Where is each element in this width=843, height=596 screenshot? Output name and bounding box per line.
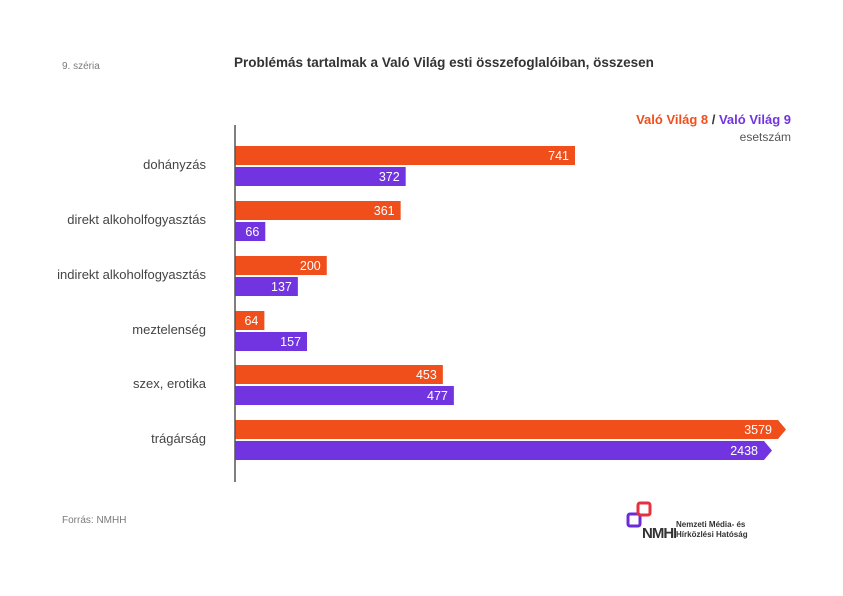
bar-value-label: 64	[244, 314, 258, 328]
legend-unit: esetszám	[739, 130, 791, 144]
category-label: dohányzás	[143, 157, 206, 172]
legend: Való Világ 8 / Való Világ 9 esetszám	[636, 112, 791, 144]
nmhh-logo: NMHH	[626, 501, 676, 540]
bar-value-label: 372	[379, 170, 400, 184]
bar	[235, 222, 266, 241]
bar-value-label: 741	[548, 149, 569, 163]
category-label: meztelenség	[132, 322, 206, 337]
series-label: 9. széria	[62, 61, 100, 72]
bar	[235, 365, 443, 384]
bar-value-label: 361	[374, 204, 395, 218]
bar-value-label: 453	[416, 368, 437, 382]
logo-mark: NMHH	[626, 501, 676, 540]
bar	[235, 332, 308, 351]
bar-value-label: 157	[280, 335, 301, 349]
legend-series-b: Való Világ 9	[718, 112, 791, 127]
category-label: direkt alkoholfogyasztás	[67, 212, 206, 227]
logo-line-2: Hírközlési Hatóság	[676, 530, 748, 539]
bar-value-label: 477	[427, 389, 448, 403]
bar	[235, 146, 575, 165]
chart-title: Problémás tartalmak a Való Világ esti ös…	[234, 55, 654, 70]
logo-line-1: Nemzeti Média- és	[676, 520, 746, 529]
bar	[235, 420, 786, 439]
svg-text:NMHH: NMHH	[642, 525, 676, 540]
bar	[235, 311, 265, 330]
logo-text: Nemzeti Média- és Hírközlési Hatóság	[676, 520, 748, 540]
category-label: indirekt alkoholfogyasztás	[57, 267, 206, 282]
bar-value-label: 3579	[744, 423, 772, 437]
bar	[235, 201, 401, 220]
source-note: Forrás: NMHH	[62, 515, 127, 526]
bar	[235, 386, 454, 405]
bar-value-label: 137	[271, 280, 292, 294]
legend-separator: /	[708, 112, 719, 127]
bar	[235, 441, 772, 460]
bar	[235, 167, 406, 186]
category-label: szex, erotika	[133, 376, 207, 391]
bar	[235, 277, 298, 296]
legend-series-a: Való Világ 8	[636, 112, 709, 127]
bar-value-label: 200	[300, 259, 321, 273]
category-label: trágárság	[151, 431, 206, 446]
bar-value-label: 66	[245, 225, 259, 239]
bar-value-label: 2438	[730, 444, 758, 458]
bar	[235, 256, 327, 275]
